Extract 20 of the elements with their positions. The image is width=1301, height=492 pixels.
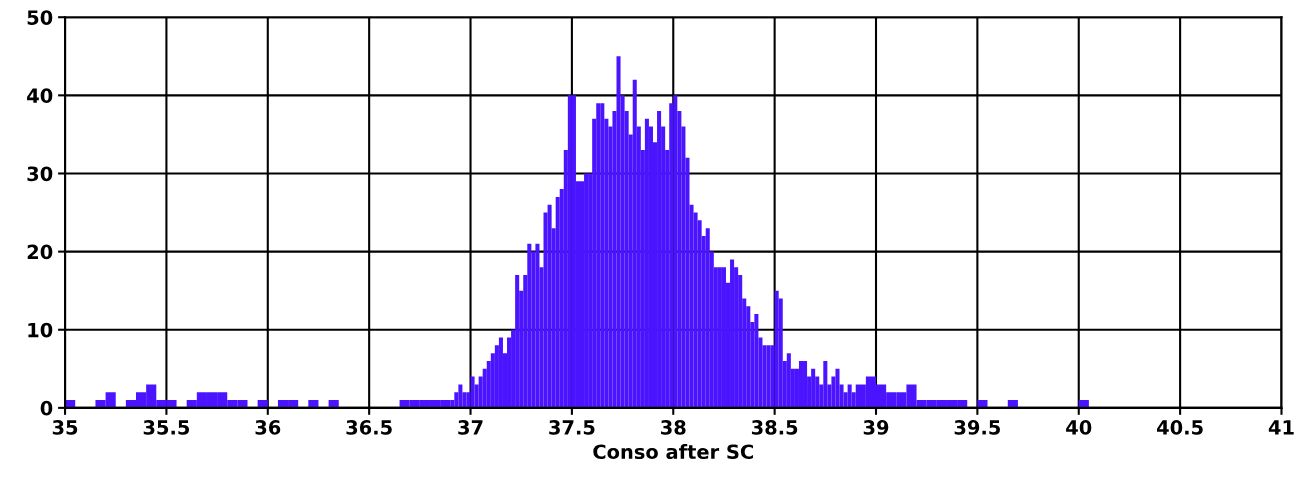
x-tick-label: 39 — [863, 420, 889, 435]
x-tick-label: 40 — [1066, 420, 1092, 435]
x-tick-label: 37 — [458, 420, 483, 435]
y-tick-label: 0 — [40, 400, 53, 416]
x-tick-label: 35 — [52, 420, 78, 435]
y-tick-label: 40 — [27, 88, 53, 104]
x-tick-label: 39.5 — [954, 420, 1001, 435]
x-tick-label: 35.5 — [143, 420, 190, 435]
y-tick-label: 20 — [27, 244, 53, 260]
y-tick-label: 10 — [28, 322, 53, 338]
x-tick-label: 38.5 — [751, 420, 798, 435]
y-tick-label: 30 — [27, 166, 53, 182]
x-axis-title: Conso after SC — [593, 444, 753, 460]
x-tick-label: 36.5 — [346, 420, 392, 435]
x-tick-label: 37.5 — [549, 420, 595, 435]
x-tick-label: 40.5 — [1157, 420, 1203, 435]
x-tick-label: 41 — [1268, 420, 1294, 435]
x-tick-label: 38 — [661, 420, 686, 435]
x-tick-label: 36 — [255, 420, 281, 435]
y-tick-label: 50 — [27, 10, 53, 25]
